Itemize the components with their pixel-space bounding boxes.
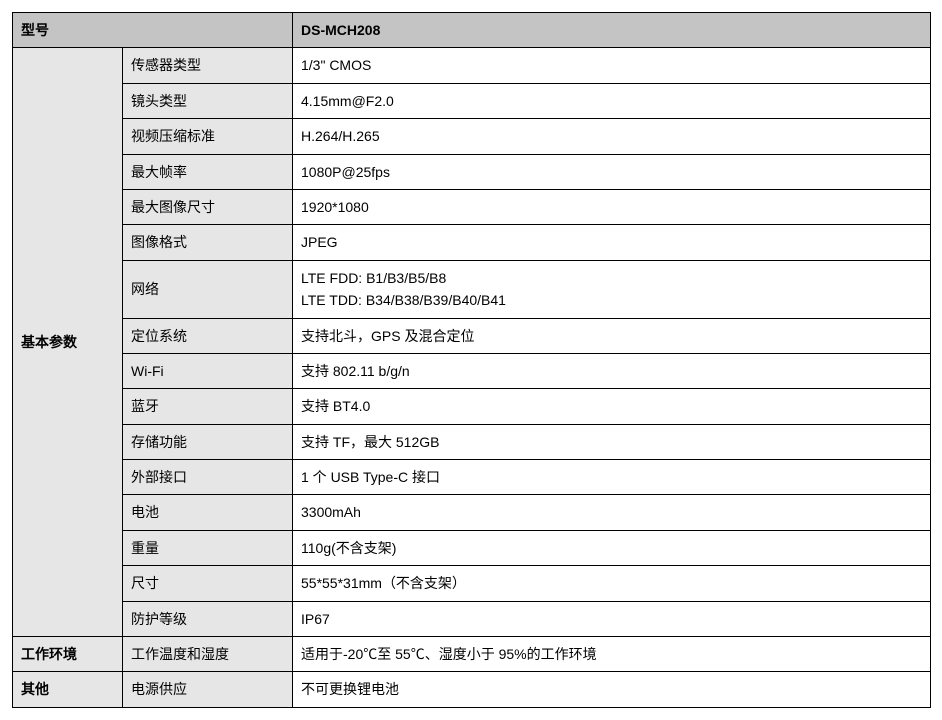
spec-value: 1920*1080 bbox=[293, 189, 931, 224]
spec-value: 4.15mm@F2.0 bbox=[293, 83, 931, 118]
table-row: 定位系统支持北斗，GPS 及混合定位 bbox=[13, 318, 931, 353]
spec-value: 3300mAh bbox=[293, 495, 931, 530]
spec-value: 支持北斗，GPS 及混合定位 bbox=[293, 318, 931, 353]
model-label: 型号 bbox=[13, 13, 293, 48]
spec-label: 最大图像尺寸 bbox=[123, 189, 293, 224]
spec-label: 镜头类型 bbox=[123, 83, 293, 118]
spec-label: 定位系统 bbox=[123, 318, 293, 353]
spec-label: 最大帧率 bbox=[123, 154, 293, 189]
table-row: Wi-Fi支持 802.11 b/g/n bbox=[13, 353, 931, 388]
spec-value: 1 个 USB Type-C 接口 bbox=[293, 460, 931, 495]
category-cell: 工作环境 bbox=[13, 637, 123, 672]
spec-value: 110g(不含支架) bbox=[293, 530, 931, 565]
spec-label: Wi-Fi bbox=[123, 353, 293, 388]
spec-label: 防护等级 bbox=[123, 601, 293, 636]
spec-label: 视频压缩标准 bbox=[123, 119, 293, 154]
spec-value: 1080P@25fps bbox=[293, 154, 931, 189]
spec-label: 工作温度和湿度 bbox=[123, 637, 293, 672]
table-row: 外部接口1 个 USB Type-C 接口 bbox=[13, 460, 931, 495]
spec-table: 型号DS-MCH208基本参数传感器类型1/3" CMOS镜头类型4.15mm@… bbox=[12, 12, 931, 708]
table-row: 镜头类型4.15mm@F2.0 bbox=[13, 83, 931, 118]
spec-value: LTE FDD: B1/B3/B5/B8LTE TDD: B34/B38/B39… bbox=[293, 260, 931, 318]
spec-value: 1/3" CMOS bbox=[293, 48, 931, 83]
spec-value: JPEG bbox=[293, 225, 931, 260]
spec-label: 传感器类型 bbox=[123, 48, 293, 83]
table-row: 重量110g(不含支架) bbox=[13, 530, 931, 565]
spec-label: 电池 bbox=[123, 495, 293, 530]
spec-value: IP67 bbox=[293, 601, 931, 636]
spec-label: 存储功能 bbox=[123, 424, 293, 459]
spec-value: 支持 802.11 b/g/n bbox=[293, 353, 931, 388]
category-cell: 基本参数 bbox=[13, 48, 123, 637]
table-row: 工作环境工作温度和湿度适用于-20℃至 55℃、湿度小于 95%的工作环境 bbox=[13, 637, 931, 672]
table-row: 其他电源供应不可更换锂电池 bbox=[13, 672, 931, 707]
table-row: 图像格式JPEG bbox=[13, 225, 931, 260]
table-row: 存储功能支持 TF，最大 512GB bbox=[13, 424, 931, 459]
spec-label: 电源供应 bbox=[123, 672, 293, 707]
spec-label: 重量 bbox=[123, 530, 293, 565]
table-row: 电池3300mAh bbox=[13, 495, 931, 530]
table-row: 最大帧率1080P@25fps bbox=[13, 154, 931, 189]
spec-label: 外部接口 bbox=[123, 460, 293, 495]
table-row: 基本参数传感器类型1/3" CMOS bbox=[13, 48, 931, 83]
spec-label: 蓝牙 bbox=[123, 389, 293, 424]
table-row: 防护等级IP67 bbox=[13, 601, 931, 636]
table-row: 视频压缩标准H.264/H.265 bbox=[13, 119, 931, 154]
header-row: 型号DS-MCH208 bbox=[13, 13, 931, 48]
spec-value: 支持 BT4.0 bbox=[293, 389, 931, 424]
spec-value: 不可更换锂电池 bbox=[293, 672, 931, 707]
spec-label: 图像格式 bbox=[123, 225, 293, 260]
spec-table-body: 型号DS-MCH208基本参数传感器类型1/3" CMOS镜头类型4.15mm@… bbox=[13, 13, 931, 708]
table-row: 蓝牙支持 BT4.0 bbox=[13, 389, 931, 424]
table-row: 尺寸55*55*31mm（不含支架） bbox=[13, 566, 931, 601]
spec-value: 支持 TF，最大 512GB bbox=[293, 424, 931, 459]
category-cell: 其他 bbox=[13, 672, 123, 707]
table-row: 最大图像尺寸1920*1080 bbox=[13, 189, 931, 224]
spec-value: 适用于-20℃至 55℃、湿度小于 95%的工作环境 bbox=[293, 637, 931, 672]
spec-value: H.264/H.265 bbox=[293, 119, 931, 154]
spec-value: 55*55*31mm（不含支架） bbox=[293, 566, 931, 601]
model-value: DS-MCH208 bbox=[293, 13, 931, 48]
table-row: 网络LTE FDD: B1/B3/B5/B8LTE TDD: B34/B38/B… bbox=[13, 260, 931, 318]
spec-label: 尺寸 bbox=[123, 566, 293, 601]
spec-label: 网络 bbox=[123, 260, 293, 318]
